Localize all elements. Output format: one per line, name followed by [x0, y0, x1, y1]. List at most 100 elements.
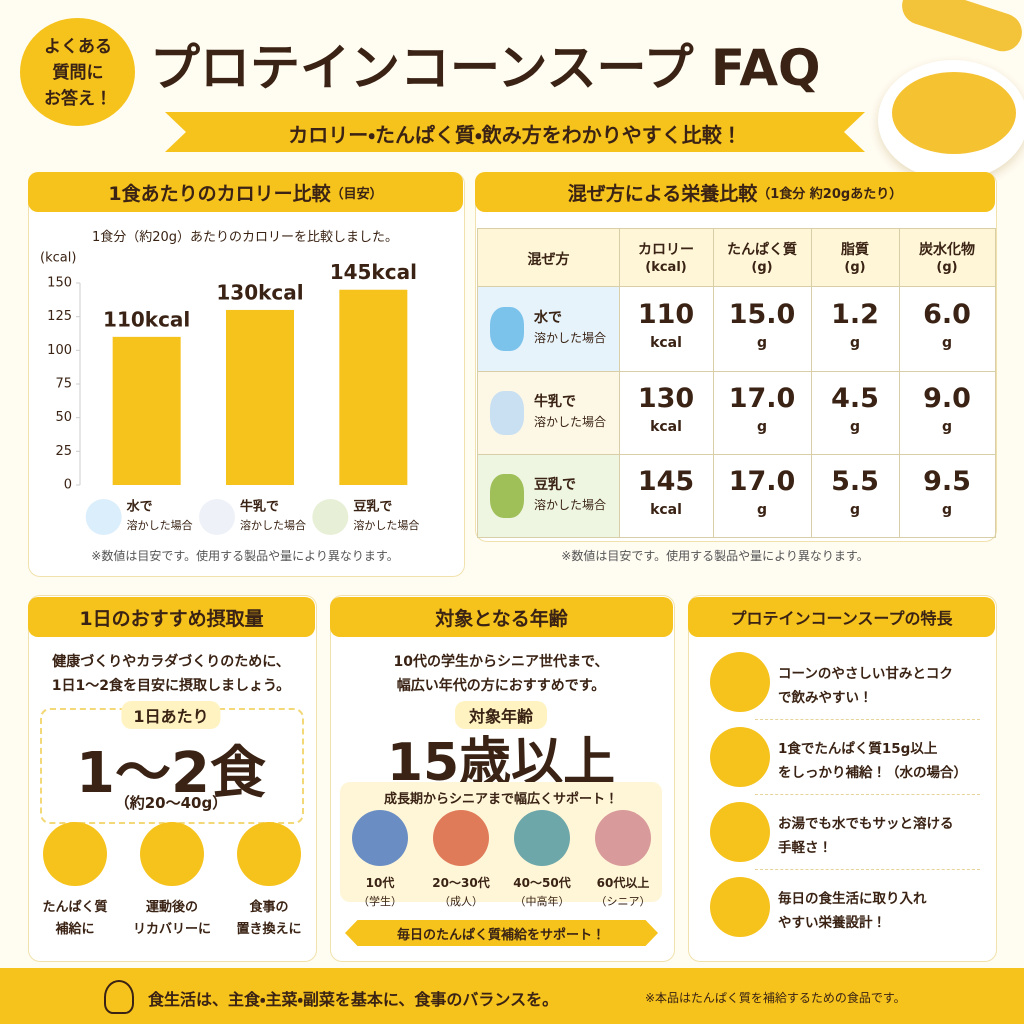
footer-icon	[104, 980, 134, 1014]
cell-unit: g	[756, 501, 768, 518]
age-header: 対象となる年齢	[330, 597, 673, 637]
column-unit: (g)	[844, 260, 866, 275]
feature-icon	[710, 652, 770, 712]
feature-text: コーンのやさしい甘みとコク	[778, 666, 953, 682]
text-line: 10代の学生からシニア世代まで、	[393, 654, 609, 670]
intake-amount-note: （約20～40g）	[114, 794, 228, 812]
footer-bar	[0, 968, 1024, 1024]
title: プロテインコーンスープ FAQ	[150, 39, 821, 97]
chart-title: 1食あたりのカロリー比較	[108, 182, 331, 205]
footer-note: ※本品はたんぱく質を補給するための食品です。	[645, 991, 906, 1005]
feature-text: 1食でたんぱく質15g以上	[778, 741, 938, 757]
person-age: 10代	[365, 876, 395, 890]
footer-message: 食生活は、主食・主菜・副菜を基本に、食事のバランスを。	[148, 990, 559, 1009]
cell-unit: g	[941, 334, 953, 351]
row-border	[478, 454, 995, 455]
cell-value: 1.2	[831, 298, 879, 330]
intake-icon	[237, 822, 301, 886]
person-face	[433, 810, 489, 866]
person-group: （中高年）	[514, 895, 570, 908]
cell-value: 9.5	[923, 465, 971, 497]
feature-icon	[710, 727, 770, 787]
feature-text: 手軽さ！	[778, 840, 832, 856]
badge-line: 質問に	[52, 63, 104, 83]
column-unit: (g)	[936, 260, 958, 275]
column-name: たんぱく質	[727, 242, 797, 258]
age-support: 成長期からシニアまで幅広くサポート！	[383, 792, 619, 807]
feature-text: お湯でも水でもサッと溶ける	[778, 816, 954, 832]
method-icon	[490, 473, 524, 518]
soup	[892, 72, 1016, 154]
cell-value: 130	[637, 382, 695, 414]
cell-value: 5.5	[831, 465, 879, 497]
cell-value: 9.0	[923, 382, 971, 414]
feature-icon	[710, 877, 770, 937]
feature-text: 毎日の食生活に取り入れ	[778, 891, 927, 907]
text-line: 1日1～2食を目安に摂取しましょう。	[51, 678, 291, 694]
calorie-header: 1食あたりのカロリー比較 （目安）	[28, 172, 463, 212]
person-age: 40～50代	[513, 876, 571, 890]
method-name: 水で	[534, 309, 562, 326]
table-head-bg	[478, 229, 995, 286]
badge-line: よくある	[44, 37, 112, 57]
feature-divider	[755, 794, 980, 795]
intake-item-text: 置き換えに	[236, 922, 302, 937]
feature-divider	[755, 869, 980, 870]
feature-icon	[710, 802, 770, 862]
intake-item-text: 食事の	[249, 900, 289, 915]
intake-label: 1日あたり	[121, 701, 221, 729]
person-age: 60代以上	[596, 876, 650, 890]
intake-item-text: リカバリーに	[132, 922, 212, 937]
intake-item-text: 補給に	[55, 922, 95, 937]
method-note: 溶かした場合	[534, 330, 607, 345]
column-unit: (kcal)	[645, 260, 687, 275]
method-name: 牛乳で	[534, 393, 576, 410]
row-border	[478, 371, 995, 372]
person-face	[352, 810, 408, 866]
cell-value: 6.0	[923, 298, 971, 330]
chart-subtitle: 1食分（約20g）あたりのカロリーを比較しました。	[91, 230, 399, 245]
age-footer: 毎日のたんぱく質補給をサポート！	[396, 928, 606, 943]
column-border	[619, 229, 620, 537]
table-header: 混ぜ方による栄養比較 （1食分 約20gあたり）	[475, 172, 995, 212]
subtitle: カロリー・たんぱく質・飲み方をわかりやすく比較！	[288, 123, 742, 147]
person-group: （成人）	[439, 895, 483, 908]
cell-unit: kcal	[650, 418, 682, 435]
cell-value: 4.5	[831, 382, 879, 414]
badge	[20, 18, 135, 126]
table: 混ぜ方 カロリー (kcal) たんぱく質 (g) 脂質 (g) 炭水化物 (g) 水で 溶かした場…	[477, 228, 996, 538]
cell-value: 15.0	[728, 298, 796, 330]
column-border	[811, 229, 812, 537]
cell-unit: g	[756, 418, 768, 435]
cell-value: 17.0	[728, 465, 796, 497]
feature-text: やすい栄養設計！	[778, 915, 886, 931]
chart-title-note: （目安）	[330, 186, 383, 202]
column-border	[899, 229, 900, 537]
person-group: （学生）	[358, 895, 402, 908]
intake-icon	[43, 822, 107, 886]
cell-value: 110	[637, 298, 695, 330]
age-label: 対象年齢	[454, 701, 548, 729]
cell-unit: g	[941, 501, 953, 518]
method-icon	[490, 390, 524, 435]
age-footer-ribbon	[345, 920, 658, 946]
column-name: 脂質	[841, 242, 869, 258]
intake-header: 1日のおすすめ摂取量	[28, 597, 315, 637]
chart-note: ※数値は目安です。使用する製品や量により異なります。	[91, 549, 399, 563]
features-header: プロテインコーンスープの特長	[688, 597, 995, 637]
intake-icon	[140, 822, 204, 886]
table-title: 混ぜ方による栄養比較	[567, 182, 758, 205]
cell-unit: g	[849, 501, 861, 518]
text-line: 健康づくりやカラダづくりのために、	[52, 654, 290, 670]
feature-text: をしっかり補給！（水の場合）	[778, 765, 967, 781]
column-unit: (g)	[751, 260, 773, 275]
column-name: 炭水化物	[919, 242, 975, 258]
person-group: （シニア）	[595, 895, 651, 908]
age-text: 10代の学生からシニア世代まで、 幅広い年代の方におすすめです。	[394, 650, 609, 698]
method-note: 溶かした場合	[534, 414, 607, 429]
text-line: 幅広い年代の方におすすめです。	[396, 678, 606, 694]
cell-value: 145	[637, 465, 695, 497]
cell-unit: kcal	[650, 334, 682, 351]
intake-text: 健康づくりやカラダづくりのために、 1日1～2食を目安に摂取しましょう。	[52, 650, 290, 698]
